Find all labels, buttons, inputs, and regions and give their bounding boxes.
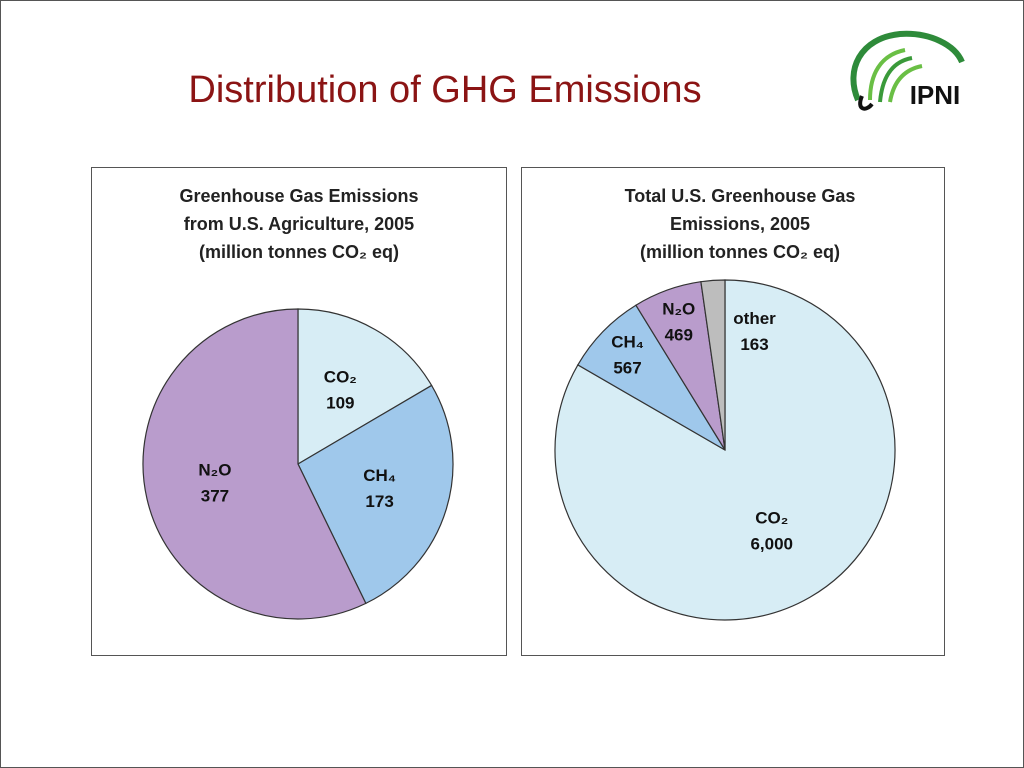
chart-title: (million tonnes CO₂ eq) bbox=[199, 242, 399, 262]
chart-title: from U.S. Agriculture, 2005 bbox=[184, 214, 414, 234]
slice-value: 469 bbox=[665, 326, 693, 345]
slide-title: Distribution of GHG Emissions bbox=[188, 69, 701, 111]
pie-slice bbox=[297, 384, 454, 605]
pie-slice bbox=[700, 279, 726, 451]
slice-value: 6,000 bbox=[750, 534, 793, 553]
chart-title: Total U.S. Greenhouse Gas bbox=[625, 186, 856, 206]
pie-slice bbox=[297, 308, 433, 466]
slice-label: CO₂ bbox=[324, 367, 357, 386]
slice-label: other bbox=[733, 309, 776, 328]
logo: IPNI bbox=[850, 30, 965, 111]
chart-title: Greenhouse Gas Emissions bbox=[179, 186, 418, 206]
slice-label: CH₄ bbox=[363, 466, 396, 485]
slice-label: N₂O bbox=[198, 461, 231, 480]
slice-label: N₂O bbox=[662, 300, 695, 319]
slice-value: 567 bbox=[613, 359, 641, 378]
slice-value: 109 bbox=[326, 393, 354, 412]
slice-label: CO₂ bbox=[755, 508, 788, 527]
logo-text: IPNI bbox=[910, 80, 961, 110]
slice-value: 163 bbox=[740, 335, 768, 354]
slice-label: CH₄ bbox=[611, 333, 644, 352]
pie-slice bbox=[142, 308, 367, 620]
chart-title: (million tonnes CO₂ eq) bbox=[640, 242, 840, 262]
slice-value: 377 bbox=[201, 487, 229, 506]
chart-title: Emissions, 2005 bbox=[670, 214, 810, 234]
slice-value: 173 bbox=[365, 492, 393, 511]
